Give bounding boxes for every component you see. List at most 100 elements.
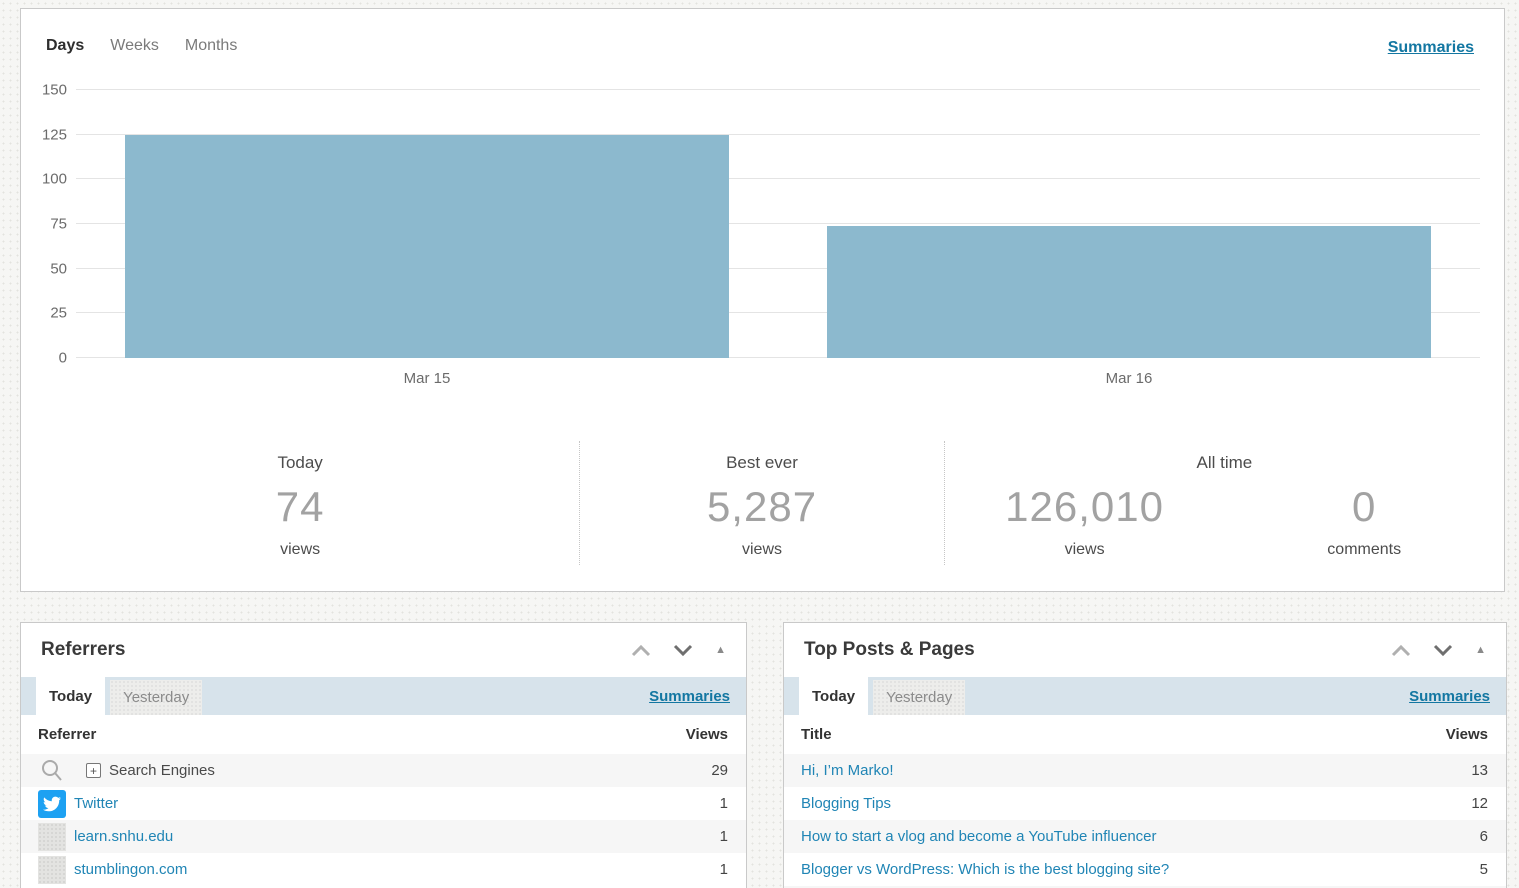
- summary-alltime-views: 126,010 views: [945, 473, 1225, 559]
- table-row-partial: [784, 886, 1506, 888]
- post-link[interactable]: Blogging Tips: [801, 795, 892, 812]
- referrers-summaries-link[interactable]: Summaries: [649, 687, 730, 705]
- referrers-module: Referrers ▲ Today Yesterday Summaries Re…: [20, 622, 747, 888]
- stats-summary-strip: Today 74 views Best ever 5,287 views All…: [21, 441, 1504, 565]
- gridline: [76, 223, 1480, 224]
- table-row: + Search Engines 29: [21, 754, 746, 787]
- referrers-title: Referrers: [41, 639, 126, 660]
- summary-alltime-comments: 0 comments: [1224, 473, 1504, 559]
- gridline: [76, 267, 1480, 269]
- table-row: Blogging Tips 12: [784, 787, 1506, 820]
- referrer-views: 29: [711, 762, 728, 779]
- gridline: [76, 89, 1480, 90]
- triangle-collapse-icon[interactable]: ▲: [715, 643, 726, 656]
- triangle-collapse-icon[interactable]: ▲: [1475, 643, 1486, 656]
- top-posts-tab-yesterday[interactable]: Yesterday: [873, 680, 966, 715]
- chevron-up-icon[interactable]: [1391, 644, 1411, 657]
- top-posts-title: Top Posts & Pages: [804, 639, 975, 660]
- chevron-down-icon[interactable]: [673, 644, 693, 657]
- y-axis-tick: 125: [41, 126, 67, 144]
- bar-slot-mar-16: Mar 16: [778, 90, 1480, 387]
- gridline: [76, 312, 1480, 314]
- post-views: 13: [1471, 762, 1488, 779]
- summary-alltime-comments-value: 0: [1352, 483, 1377, 530]
- post-link[interactable]: How to start a vlog and become a YouTube…: [801, 828, 1157, 845]
- chart-summaries-link[interactable]: Summaries: [1387, 39, 1474, 56]
- referrer-group-label[interactable]: Search Engines: [109, 762, 215, 779]
- top-posts-table-header: Title Views: [784, 715, 1506, 754]
- summary-today-label: Today: [277, 453, 323, 472]
- bar-slot-mar-15: Mar 15: [76, 90, 778, 387]
- top-posts-header: Top Posts & Pages ▲: [784, 623, 1506, 677]
- views-column-header: Views: [685, 726, 728, 743]
- summary-today: Today 74 views: [21, 441, 581, 565]
- top-posts-controls: ▲: [1391, 644, 1486, 657]
- x-axis-label-mar-15: Mar 15: [403, 370, 451, 387]
- top-posts-module: Top Posts & Pages ▲ Today Yesterday Summ…: [783, 622, 1507, 888]
- chart-period-tabs: Days Weeks Months: [46, 37, 237, 55]
- summary-best-label: Best ever: [726, 453, 798, 472]
- summary-alltime-pair: 126,010 views 0 comments: [945, 473, 1504, 559]
- referrers-controls: ▲: [631, 644, 726, 657]
- post-views: 5: [1479, 861, 1488, 878]
- post-views: 12: [1471, 795, 1488, 812]
- y-axis-tick: 150: [41, 81, 67, 99]
- summary-best-ever: Best ever 5,287 views: [580, 441, 945, 565]
- table-row: Twitter 1: [21, 787, 746, 820]
- views-bar-mar-16[interactable]: [827, 225, 1431, 358]
- referrers-table-header: Referrer Views: [21, 715, 746, 754]
- table-row: How to start a vlog and become a YouTube…: [784, 820, 1506, 853]
- tab-weeks[interactable]: Weeks: [110, 37, 159, 54]
- gridline: [76, 133, 1480, 135]
- placeholder-icon: [38, 855, 66, 884]
- post-views: 6: [1479, 828, 1488, 845]
- referrer-views: 1: [719, 828, 728, 845]
- summary-best-unit: views: [742, 541, 783, 558]
- magnifier-icon: [38, 757, 66, 785]
- y-axis-tick: 0: [58, 349, 67, 367]
- referrers-tab-today[interactable]: Today: [36, 677, 106, 715]
- referrer-link[interactable]: stumblingon.com: [74, 861, 188, 878]
- x-axis-label-mar-16: Mar 16: [1105, 370, 1153, 387]
- referrer-views: 1: [719, 795, 728, 812]
- chevron-down-icon[interactable]: [1433, 644, 1453, 657]
- y-axis-tick: 75: [50, 215, 67, 233]
- summary-today-value: 74: [275, 483, 325, 530]
- post-link[interactable]: Blogger vs WordPress: Which is the best …: [801, 861, 1170, 878]
- referrer-column-header: Referrer: [38, 726, 97, 743]
- twitter-bird-icon: [38, 789, 66, 818]
- top-posts-tab-bar: Today Yesterday Summaries: [784, 677, 1506, 715]
- referrer-link[interactable]: Twitter: [74, 795, 119, 812]
- y-axis-tick: 100: [41, 170, 67, 188]
- tab-months[interactable]: Months: [184, 37, 238, 54]
- placeholder-icon: [38, 822, 66, 851]
- referrer-link[interactable]: learn.snhu.edu: [74, 828, 174, 845]
- summary-alltime-label: All time: [1196, 453, 1253, 472]
- gridline: [76, 178, 1480, 180]
- y-axis-tick: 25: [50, 304, 67, 322]
- referrer-views: 1: [719, 861, 728, 878]
- summary-today-unit: views: [280, 541, 321, 558]
- referrers-header: Referrers ▲: [21, 623, 746, 677]
- tab-days[interactable]: Days: [46, 37, 85, 54]
- title-column-header: Title: [801, 726, 832, 743]
- top-posts-tab-today[interactable]: Today: [799, 677, 869, 715]
- summary-alltime-views-value: 126,010: [1005, 483, 1164, 530]
- gridline: [76, 357, 1480, 358]
- referrers-tab-yesterday[interactable]: Yesterday: [110, 680, 203, 715]
- summary-best-value: 5,287: [706, 483, 818, 530]
- referrers-tab-bar: Today Yesterday Summaries: [21, 677, 746, 715]
- views-column-header: Views: [1445, 726, 1488, 743]
- table-row: Blogger vs WordPress: Which is the best …: [784, 853, 1506, 886]
- views-bar-mar-15[interactable]: [125, 134, 729, 358]
- post-link[interactable]: Hi, I’m Marko!: [801, 762, 894, 779]
- summary-alltime-views-unit: views: [1064, 541, 1105, 558]
- top-posts-summaries-link[interactable]: Summaries: [1409, 687, 1490, 705]
- y-axis-tick: 50: [50, 260, 67, 278]
- table-row: learn.snhu.edu 1: [21, 820, 746, 853]
- views-bar-chart: 150 125 100 75 50 25 0 Mar 15 Mar 16: [42, 82, 1480, 387]
- table-row: Hi, I’m Marko! 13: [784, 754, 1506, 787]
- summary-alltime-comments-unit: comments: [1327, 541, 1402, 558]
- plus-box-icon[interactable]: +: [86, 763, 101, 778]
- chevron-up-icon[interactable]: [631, 644, 651, 657]
